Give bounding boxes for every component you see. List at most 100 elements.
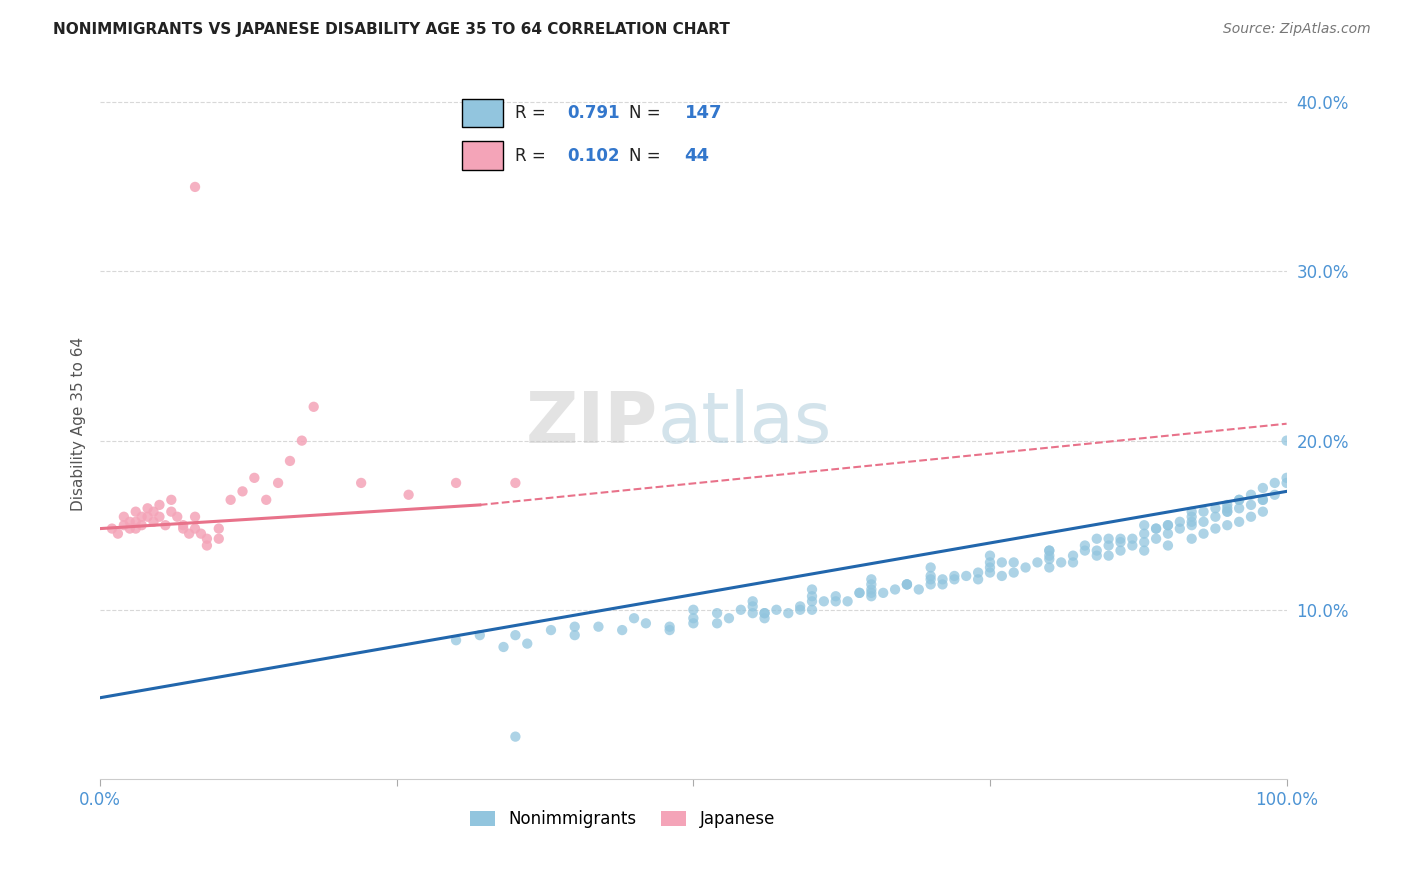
- Point: [588, 620, 610, 634]
- Point: [291, 434, 314, 448]
- Point: [1002, 556, 1025, 570]
- Point: [1144, 522, 1167, 536]
- Point: [1181, 518, 1204, 533]
- Point: [931, 572, 953, 586]
- Point: [979, 549, 1001, 563]
- Point: [931, 577, 953, 591]
- Point: [166, 509, 188, 524]
- Point: [1085, 549, 1108, 563]
- Point: [920, 577, 942, 591]
- Point: [1085, 543, 1108, 558]
- Point: [184, 180, 207, 194]
- Point: [1275, 434, 1298, 448]
- Point: [1002, 566, 1025, 580]
- Point: [612, 623, 634, 637]
- Point: [967, 572, 990, 586]
- Point: [148, 498, 170, 512]
- Point: [1144, 522, 1167, 536]
- Point: [231, 484, 253, 499]
- Point: [107, 526, 129, 541]
- Point: [1251, 492, 1274, 507]
- Point: [1014, 560, 1036, 574]
- Point: [1038, 543, 1060, 558]
- Point: [860, 577, 883, 591]
- Point: [184, 522, 207, 536]
- Point: [1251, 481, 1274, 495]
- Point: [1181, 532, 1204, 546]
- Point: [1109, 535, 1132, 549]
- Point: [896, 577, 918, 591]
- Text: ZIP: ZIP: [526, 389, 658, 458]
- Point: [979, 566, 1001, 580]
- Point: [754, 606, 776, 620]
- Point: [267, 475, 290, 490]
- Point: [1038, 549, 1060, 563]
- Point: [1204, 501, 1226, 516]
- Point: [101, 522, 124, 536]
- Point: [131, 518, 153, 533]
- Point: [125, 505, 148, 519]
- Point: [1157, 518, 1180, 533]
- Point: [872, 586, 894, 600]
- Point: [1192, 515, 1215, 529]
- Point: [172, 522, 194, 536]
- Point: [848, 586, 870, 600]
- Point: [634, 616, 657, 631]
- Point: [1240, 509, 1263, 524]
- Point: [1050, 556, 1073, 570]
- Point: [896, 577, 918, 591]
- Point: [778, 606, 800, 620]
- Point: [516, 637, 538, 651]
- Point: [1157, 539, 1180, 553]
- Point: [991, 556, 1014, 570]
- Point: [190, 526, 212, 541]
- Point: [801, 594, 824, 608]
- Point: [1109, 543, 1132, 558]
- Point: [1216, 518, 1239, 533]
- Point: [1038, 543, 1060, 558]
- Point: [1157, 526, 1180, 541]
- Point: [682, 611, 704, 625]
- Point: [1168, 515, 1191, 529]
- Point: [302, 400, 325, 414]
- Point: [1275, 475, 1298, 490]
- Point: [706, 606, 728, 620]
- Point: [813, 594, 835, 608]
- Y-axis label: Disability Age 35 to 64: Disability Age 35 to 64: [72, 336, 86, 511]
- Point: [824, 594, 846, 608]
- Point: [1038, 560, 1060, 574]
- Point: [219, 492, 242, 507]
- Point: [1038, 552, 1060, 566]
- Point: [860, 586, 883, 600]
- Point: [1216, 505, 1239, 519]
- Point: [801, 603, 824, 617]
- Point: [991, 569, 1014, 583]
- Point: [1085, 532, 1108, 546]
- Point: [1097, 532, 1119, 546]
- Point: [136, 509, 159, 524]
- Point: [125, 522, 148, 536]
- Point: [505, 475, 527, 490]
- Point: [1026, 556, 1049, 570]
- Point: [1240, 488, 1263, 502]
- Point: [1133, 543, 1156, 558]
- Point: [505, 628, 527, 642]
- Text: Source: ZipAtlas.com: Source: ZipAtlas.com: [1223, 22, 1371, 37]
- Point: [741, 606, 763, 620]
- Point: [920, 572, 942, 586]
- Point: [1144, 532, 1167, 546]
- Point: [658, 620, 681, 634]
- Point: [540, 623, 562, 637]
- Point: [1157, 518, 1180, 533]
- Point: [125, 515, 148, 529]
- Point: [884, 582, 907, 597]
- Point: [564, 628, 586, 642]
- Point: [920, 560, 942, 574]
- Point: [1074, 539, 1097, 553]
- Point: [195, 532, 218, 546]
- Point: [1192, 526, 1215, 541]
- Point: [1133, 518, 1156, 533]
- Point: [1181, 509, 1204, 524]
- Point: [860, 582, 883, 597]
- Point: [155, 518, 177, 533]
